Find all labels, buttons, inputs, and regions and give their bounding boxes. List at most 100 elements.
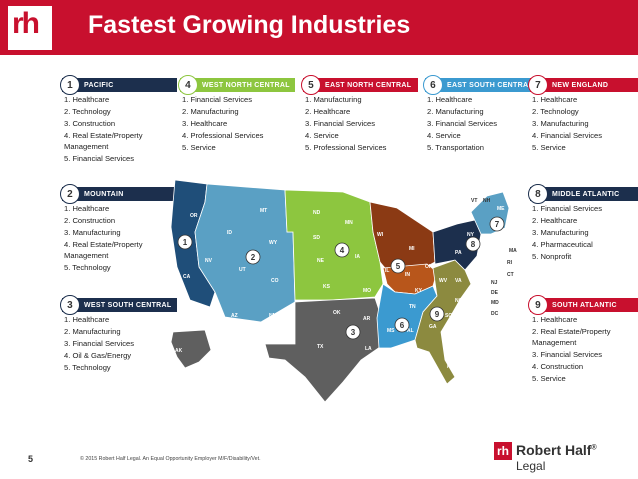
map-pin-6: 6 [394, 317, 410, 333]
map-label-dc: DC [491, 311, 499, 317]
map-region-wsc [264, 297, 384, 403]
map-label-oh: OH [425, 264, 433, 270]
map-label-wv: WV [439, 278, 448, 284]
map-label-in: IN [405, 272, 410, 278]
region-number: 5 [301, 75, 321, 95]
svg-text:6: 6 [400, 321, 405, 330]
industry-item: 3. Financial Services [532, 349, 603, 359]
map-pin-9: 9 [429, 306, 445, 322]
industry-item: 4. Oil & Gas/Energy [64, 351, 132, 360]
map-pin-8: 8 [465, 236, 481, 252]
map-label-md: MD [491, 300, 499, 306]
rh-logo: rh [8, 6, 52, 50]
map-label-tn: TN [409, 304, 416, 310]
industry-item: 4. Real Estate/Property Management [64, 131, 143, 151]
industry-item: 1. Healthcare [532, 95, 578, 104]
footer-copyright: © 2015 Robert Half Legal. An Equal Oppor… [80, 456, 261, 462]
page-title: Fastest Growing Industries [88, 11, 411, 39]
brand-mark: rh [494, 442, 512, 460]
region-header: 4 WEST NORTH CENTRAL [178, 75, 295, 95]
region-number: 7 [528, 75, 548, 95]
map-label-sd: SD [313, 235, 320, 241]
map-label-ut: UT [239, 267, 246, 273]
brand-name-text: Robert Half [516, 442, 592, 458]
map-label-ms: MS [387, 328, 395, 334]
map-label-ga: GA [429, 324, 437, 330]
industry-item: 5. Technology [64, 262, 111, 272]
brand-trademark: ® [591, 444, 597, 452]
industry-item: 5. Service [532, 143, 566, 152]
map-label-ca: CA [183, 274, 191, 280]
region-name: MIDDLE ATLANTIC [552, 190, 620, 198]
industry-item: 1. Manufacturing [305, 95, 362, 104]
map-label-sc: SC [445, 313, 452, 319]
region-header: 2 MOUNTAIN [60, 184, 177, 204]
map-label-ny: NY [467, 232, 475, 238]
map-label-id: ID [227, 230, 232, 236]
map-region-wnc [284, 189, 384, 301]
region-name: WEST SOUTH CENTRAL [84, 301, 172, 309]
industry-list: 1. Healthcare 2. Technology 3. Constructio… [62, 95, 177, 164]
industry-item: 4. Pharmaceutical [532, 240, 593, 249]
industry-list: 1. Healthcare 2. Real Estate/Property Man… [530, 315, 638, 384]
industry-item: 4. Professional Services [182, 131, 264, 140]
map-label-pa: PA [455, 250, 462, 256]
map-label-nh: NH [483, 198, 491, 204]
map-label-nj: NJ [491, 280, 498, 286]
industry-item: 3. Financial Services [64, 339, 135, 348]
region-middle-atlantic: 8 MIDDLE ATLANTIC 1. Financial Services 2. … [528, 184, 638, 264]
region-header: 1 PACIFIC [60, 75, 177, 95]
region-name: WEST NORTH CENTRAL [202, 81, 290, 89]
industry-item: 3. Healthcare [182, 119, 228, 128]
region-west-south-central: 3 WEST SOUTH CENTRAL 1. Healthcare 2. Manuf… [60, 295, 177, 375]
map-label-al: AL [407, 328, 414, 334]
map-label-ks: KS [323, 284, 331, 290]
industry-item: 5. Service [532, 373, 566, 383]
region-header: 7 NEW ENGLAND [528, 75, 638, 95]
industry-item: 3. Manufacturing [532, 228, 589, 237]
map-label-wa: WA [203, 180, 211, 186]
region-name: MOUNTAIN [84, 190, 124, 198]
map-label-or: OR [190, 213, 198, 219]
industry-item: 5. Professional Services [305, 143, 387, 152]
map-pin-7: 7 [489, 216, 505, 232]
map-label-co: CO [271, 278, 279, 284]
industry-item: 4. Service [427, 131, 461, 140]
svg-text:8: 8 [471, 240, 476, 249]
region-number: 3 [60, 295, 80, 315]
industry-list: 1. Healthcare 2. Construction 3. Manufactu… [62, 204, 177, 273]
industry-item: 4. Real Estate/Property Management [64, 240, 143, 260]
industry-item: 2. Technology [64, 107, 111, 116]
map-label-ne: NE [317, 258, 325, 264]
region-number: 1 [60, 75, 80, 95]
industry-item: 1. Healthcare [64, 315, 110, 324]
industry-item: 2. Manufacturing [64, 327, 121, 336]
industry-item: 2. Manufacturing [182, 107, 239, 116]
industry-item: 5. Technology [64, 363, 111, 372]
region-new-england: 7 NEW ENGLAND 1. Healthcare 2. Technology 3.… [528, 75, 638, 155]
map-label-vt: VT [471, 198, 477, 204]
map-label-mt: MT [260, 208, 267, 214]
map-label-az: AZ [231, 313, 238, 319]
industry-item: 3. Construction [64, 119, 116, 128]
map-label-ri: RI [507, 260, 513, 266]
region-east-south-central: 6 EAST SOUTH CENTRAL 1. Healthcare 2. Manuf… [423, 75, 540, 155]
map-region-sa [414, 259, 472, 385]
map-state-ak [170, 329, 212, 369]
map-label-wy: WY [269, 240, 278, 246]
page-number: 5 [28, 454, 34, 464]
region-header: 3 WEST SOUTH CENTRAL [60, 295, 177, 315]
industry-item: 3. Financial Services [427, 119, 498, 128]
us-map: WA OR CA ID NV MT WY UT CO AZ NM ND SD N… [170, 179, 517, 403]
region-name: EAST SOUTH CENTRAL [447, 81, 533, 89]
industry-list: 1. Financial Services 2. Manufacturing 3. … [180, 95, 295, 154]
map-label-nc: NC [455, 298, 463, 304]
map-label-nv: NV [205, 258, 213, 264]
brand-name: Robert Half® [516, 442, 597, 458]
map-label-ok: OK [333, 310, 341, 316]
industry-list: 1. Healthcare 2. Manufacturing 3. Financia… [62, 315, 177, 374]
region-header: 8 MIDDLE ATLANTIC [528, 184, 638, 204]
map-label-ak: AK [175, 348, 183, 354]
map-label-va: VA [455, 278, 462, 284]
region-number: 9 [528, 295, 548, 315]
